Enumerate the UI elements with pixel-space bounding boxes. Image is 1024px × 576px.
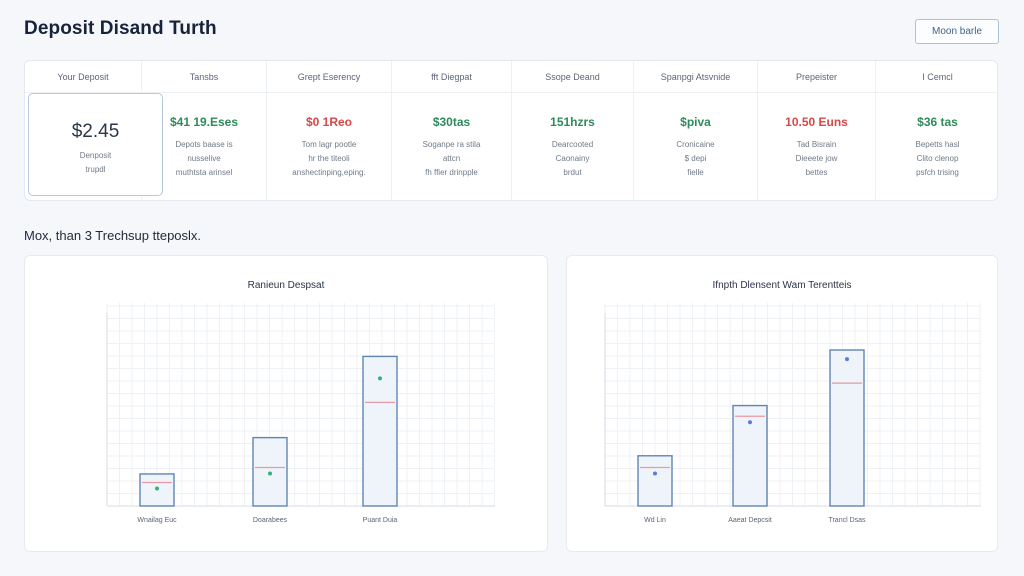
chart-title: Ranieun Despsat bbox=[247, 280, 325, 291]
x-tick-label: Wd Lin bbox=[644, 517, 666, 524]
card-description: Dearcooted Caonainy brdut bbox=[551, 140, 594, 177]
bar-chart: Wd Lin Aaeat Depcsit Trancl Dsas bbox=[604, 303, 981, 524]
summary-card[interactable]: Tansbs $41 19.Eses Depots baase is nusseli… bbox=[142, 61, 267, 202]
bar-chart: Wnailag Euc Doarabees Puant Duia bbox=[106, 303, 495, 524]
bar-marker-dot bbox=[378, 376, 382, 381]
x-tick-label: Puant Duia bbox=[363, 517, 398, 524]
bar bbox=[829, 349, 865, 507]
header-action-button[interactable]: Moon barle bbox=[915, 19, 999, 44]
card-description: Bepetts hasl Clito clenop psfch trising bbox=[915, 140, 960, 177]
card-header: I Cemcl bbox=[876, 61, 999, 93]
card-value: $piva bbox=[680, 115, 711, 129]
summary-card[interactable]: fft Diegpat $30tas Soganpe ra stila attcn … bbox=[392, 61, 512, 202]
chart-panel-left: Wnailag Euc Doarabees Puant Duia Ranieun D… bbox=[24, 255, 548, 552]
x-tick-label: Wnailag Euc bbox=[137, 517, 177, 524]
card-value: 151hzrs bbox=[550, 115, 595, 129]
summary-card[interactable]: Grept Eserency $0 1Reo Tom lagr pootle hr … bbox=[267, 61, 392, 202]
chart-panel-right: Wd Lin Aaeat Depcsit Trancl Dsas Ifnpth Dl… bbox=[566, 255, 998, 552]
card-header: Ssope Deand bbox=[512, 61, 633, 93]
bar bbox=[637, 455, 673, 507]
section-title: Mox, than 3 Trechsup tteposlx. bbox=[24, 228, 202, 243]
summary-card[interactable]: Spanpgi Atsvnide $piva Cronicaine $ depi f… bbox=[634, 61, 758, 202]
bar-marker-dot bbox=[268, 471, 272, 476]
chart-title: Ifnpth Dlensent Wam Terentteis bbox=[712, 280, 852, 291]
card-value: $41 19.Eses bbox=[169, 115, 239, 129]
bar-marker-dot bbox=[748, 420, 752, 425]
card-header: Tansbs bbox=[142, 61, 266, 93]
card-value: $30tas bbox=[432, 115, 471, 129]
summary-card[interactable]: Prepeister 10.50 Euns Tad Bisrain Dieeete … bbox=[758, 61, 876, 202]
summary-card[interactable]: Ssope Deand 151hzrs Dearcooted Caonainy br… bbox=[512, 61, 634, 202]
card-description: Tad Bisrain Dieeete jow bettes bbox=[795, 140, 838, 177]
card-header: Spanpgi Atsvnide bbox=[634, 61, 757, 93]
card-description: Depots baase is nusselive muthtsta arins… bbox=[175, 140, 233, 177]
card-value: 10.50 Euns bbox=[785, 115, 848, 129]
card-description: Denposit trupdl bbox=[79, 151, 112, 174]
summary-cards-panel: Your Deposit $2.45 Denposit trupdl Tansbs $4… bbox=[24, 60, 999, 202]
page-title: Deposit Disand Turth bbox=[24, 18, 217, 39]
card-value: $0 1Reo bbox=[305, 115, 353, 129]
card-description: Soganpe ra stila attcn fh ffier drinpple bbox=[422, 140, 481, 177]
card-description: Cronicaine $ depi fielle bbox=[676, 140, 715, 177]
bar-marker-dot bbox=[155, 486, 159, 491]
x-tick-label: Doarabees bbox=[253, 517, 288, 524]
summary-card[interactable]: Your Deposit $2.45 Denposit trupdl bbox=[25, 61, 163, 202]
selected-card-box[interactable]: $2.45 Denposit trupdl bbox=[28, 93, 163, 196]
bar-marker-dot bbox=[653, 471, 657, 476]
bar-marker-dot bbox=[845, 357, 849, 362]
x-tick-label: Trancl Dsas bbox=[828, 517, 866, 524]
card-header: Prepeister bbox=[758, 61, 875, 93]
bar bbox=[362, 355, 398, 507]
card-value: $2.45 bbox=[71, 121, 120, 142]
x-tick-label: Aaeat Depcsit bbox=[728, 517, 772, 524]
card-header: Your Deposit bbox=[25, 61, 141, 93]
summary-card[interactable]: I Cemcl $36 tas Bepetts hasl Clito clenop … bbox=[876, 61, 999, 202]
card-description: Tom lagr pootle hr the titeoli anshectin… bbox=[292, 140, 366, 177]
card-value: $36 tas bbox=[917, 115, 958, 129]
card-header: fft Diegpat bbox=[392, 61, 511, 93]
card-header: Grept Eserency bbox=[267, 61, 391, 93]
